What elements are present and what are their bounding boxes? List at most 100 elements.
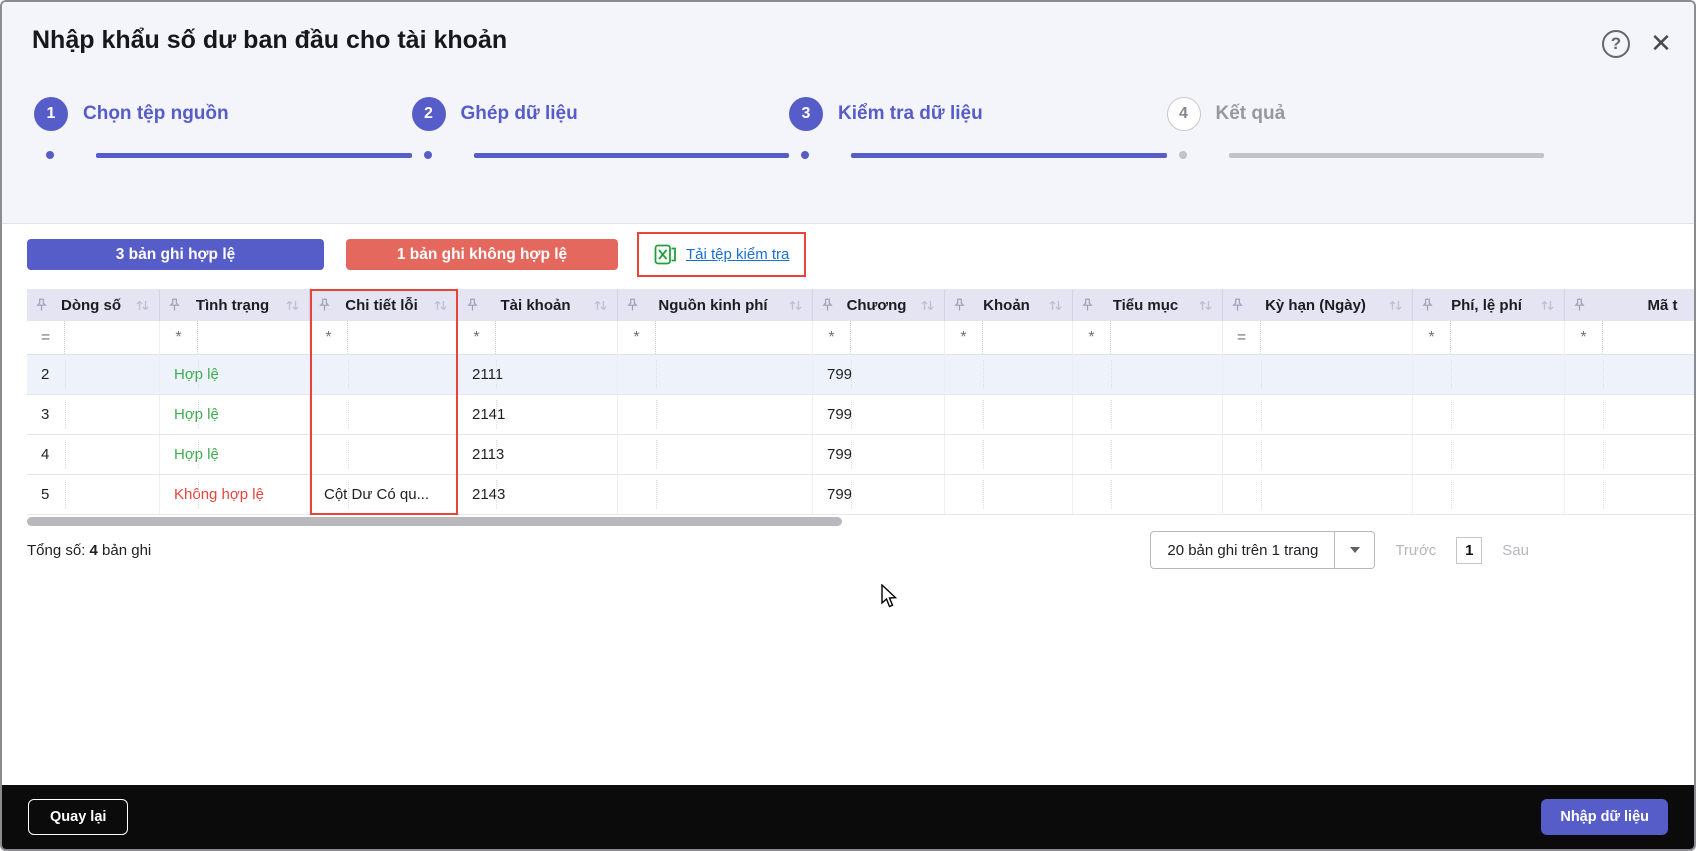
cell — [1565, 395, 1694, 434]
filter-operator[interactable]: * — [160, 321, 198, 354]
sort-icon[interactable] — [920, 299, 935, 312]
filter-input[interactable] — [1451, 321, 1564, 354]
download-check-file-link[interactable]: Tải tệp kiểm tra — [686, 246, 790, 263]
sort-icon[interactable] — [788, 299, 803, 312]
filter-operator[interactable]: = — [1223, 321, 1261, 354]
current-page-number[interactable]: 1 — [1456, 536, 1483, 564]
column-label: Dòng số — [61, 296, 121, 314]
column-header-1[interactable]: Tình trạng — [160, 289, 310, 321]
action-bar: Quay lại Nhập dữ liệu — [2, 785, 1694, 849]
total-records-count: 4 — [89, 541, 98, 559]
help-icon[interactable]: ? — [1602, 30, 1630, 58]
step-number: 2 — [411, 97, 446, 131]
filter-operator[interactable]: * — [813, 321, 851, 354]
column-header-7[interactable]: Tiểu mục — [1073, 289, 1223, 321]
column-header-5[interactable]: Chương — [813, 289, 945, 321]
pin-icon[interactable] — [954, 298, 965, 312]
scrollbar-thumb[interactable] — [27, 517, 842, 526]
column-header-9[interactable]: Phí, lệ phí — [1413, 289, 1565, 321]
column-header-2[interactable]: Chi tiết lỗi — [310, 289, 458, 321]
table-row[interactable]: 3 Hợp lệ 2141 799 — [27, 395, 1694, 435]
pin-icon[interactable] — [467, 298, 478, 312]
pin-icon[interactable] — [169, 298, 180, 312]
filter-cell: * — [945, 321, 1073, 355]
step-4-ket-qua[interactable]: 4 Kết quả — [1166, 94, 1544, 159]
step-label: Chọn tệp nguồn — [83, 103, 229, 124]
validation-summary: 3 bản ghi hợp lệ 1 bản ghi không hợp lệ … — [27, 232, 807, 277]
column-header-6[interactable]: Khoản — [945, 289, 1073, 321]
cell — [1073, 395, 1223, 434]
prev-page-button[interactable]: Trước — [1395, 541, 1437, 559]
filter-operator[interactable]: * — [1073, 321, 1111, 354]
filter-operator[interactable]: = — [27, 321, 65, 354]
column-header-3[interactable]: Tài khoản — [458, 289, 618, 321]
pin-icon[interactable] — [822, 298, 833, 312]
table-row[interactable]: 4 Hợp lệ 2113 799 — [27, 435, 1694, 475]
pin-icon[interactable] — [319, 298, 330, 312]
sort-icon[interactable] — [135, 299, 150, 312]
filter-input[interactable] — [1261, 321, 1412, 354]
column-label: Tiểu mục — [1112, 296, 1179, 314]
filter-input[interactable] — [65, 321, 159, 354]
column-header-10[interactable]: Mã t — [1565, 289, 1694, 321]
step-1-chon-tep-nguon[interactable]: 1 Chọn tệp nguồn — [34, 94, 412, 159]
step-label: Kiểm tra dữ liệu — [838, 103, 983, 124]
close-icon[interactable]: ✕ — [1650, 27, 1672, 58]
filter-cell: * — [1073, 321, 1223, 355]
import-button[interactable]: Nhập dữ liệu — [1541, 799, 1668, 835]
column-header-8[interactable]: Kỳ hạn (Ngày) — [1223, 289, 1413, 321]
filter-operator[interactable]: * — [310, 321, 348, 354]
filter-operator[interactable]: * — [618, 321, 656, 354]
sort-icon[interactable] — [1048, 299, 1063, 312]
filter-operator[interactable]: * — [458, 321, 496, 354]
step-2-ghep-du-lieu[interactable]: 2 Ghép dữ liệu — [411, 94, 789, 159]
filter-operator[interactable]: * — [1565, 321, 1603, 354]
pin-icon[interactable] — [1082, 298, 1093, 312]
filter-operator[interactable]: * — [1413, 321, 1451, 354]
pin-icon[interactable] — [36, 298, 47, 312]
filter-input[interactable] — [1111, 321, 1222, 354]
filter-operator[interactable]: * — [945, 321, 983, 354]
column-label: Phí, lệ phí — [1451, 296, 1522, 314]
chevron-down-icon[interactable] — [1334, 532, 1374, 568]
next-page-button[interactable]: Sau — [1502, 541, 1529, 559]
cell: Không hợp lệ — [160, 475, 310, 514]
filter-input[interactable] — [198, 321, 309, 354]
filter-cell: = — [27, 321, 160, 355]
filter-cell: * — [160, 321, 310, 355]
back-button[interactable]: Quay lại — [28, 799, 129, 835]
step-number: 4 — [1166, 97, 1201, 131]
step-progress-track — [789, 151, 1167, 159]
sort-icon[interactable] — [1388, 299, 1403, 312]
step-3-kiem-tra-du-lieu[interactable]: 3 Kiểm tra dữ liệu — [789, 94, 1167, 159]
cell — [1565, 435, 1694, 474]
column-header-0[interactable]: Dòng số — [27, 289, 160, 321]
filter-input[interactable] — [656, 321, 812, 354]
filter-input[interactable] — [348, 321, 457, 354]
valid-records-badge[interactable]: 3 bản ghi hợp lệ — [27, 239, 324, 270]
sort-icon[interactable] — [1198, 299, 1213, 312]
table-row[interactable]: 5 Không hợp lệ Cột Dư Có qu... 2143 799 — [27, 475, 1694, 515]
sort-icon[interactable] — [285, 299, 300, 312]
filter-input[interactable] — [496, 321, 617, 354]
cell: 2143 — [458, 475, 618, 514]
filter-input[interactable] — [1603, 321, 1694, 354]
pin-icon[interactable] — [1574, 298, 1585, 312]
column-header-4[interactable]: Nguồn kinh phí — [618, 289, 813, 321]
cell — [1413, 475, 1565, 514]
pin-icon[interactable] — [1422, 298, 1433, 312]
sort-icon[interactable] — [433, 299, 448, 312]
column-label: Tài khoản — [500, 296, 571, 314]
pin-icon[interactable] — [627, 298, 638, 312]
pin-icon[interactable] — [1232, 298, 1243, 312]
table-row[interactable]: 2 Hợp lệ 2111 799 — [27, 355, 1694, 395]
dialog-title: Nhập khẩu số dư ban đầu cho tài khoản — [32, 26, 508, 54]
cell — [1565, 355, 1694, 394]
sort-icon[interactable] — [593, 299, 608, 312]
filter-input[interactable] — [851, 321, 944, 354]
filter-cell: * — [618, 321, 813, 355]
invalid-records-badge[interactable]: 1 bản ghi không hợp lệ — [346, 239, 618, 270]
filter-input[interactable] — [983, 321, 1072, 354]
page-size-select[interactable]: 20 bản ghi trên 1 trang — [1150, 531, 1376, 569]
sort-icon[interactable] — [1540, 299, 1555, 312]
